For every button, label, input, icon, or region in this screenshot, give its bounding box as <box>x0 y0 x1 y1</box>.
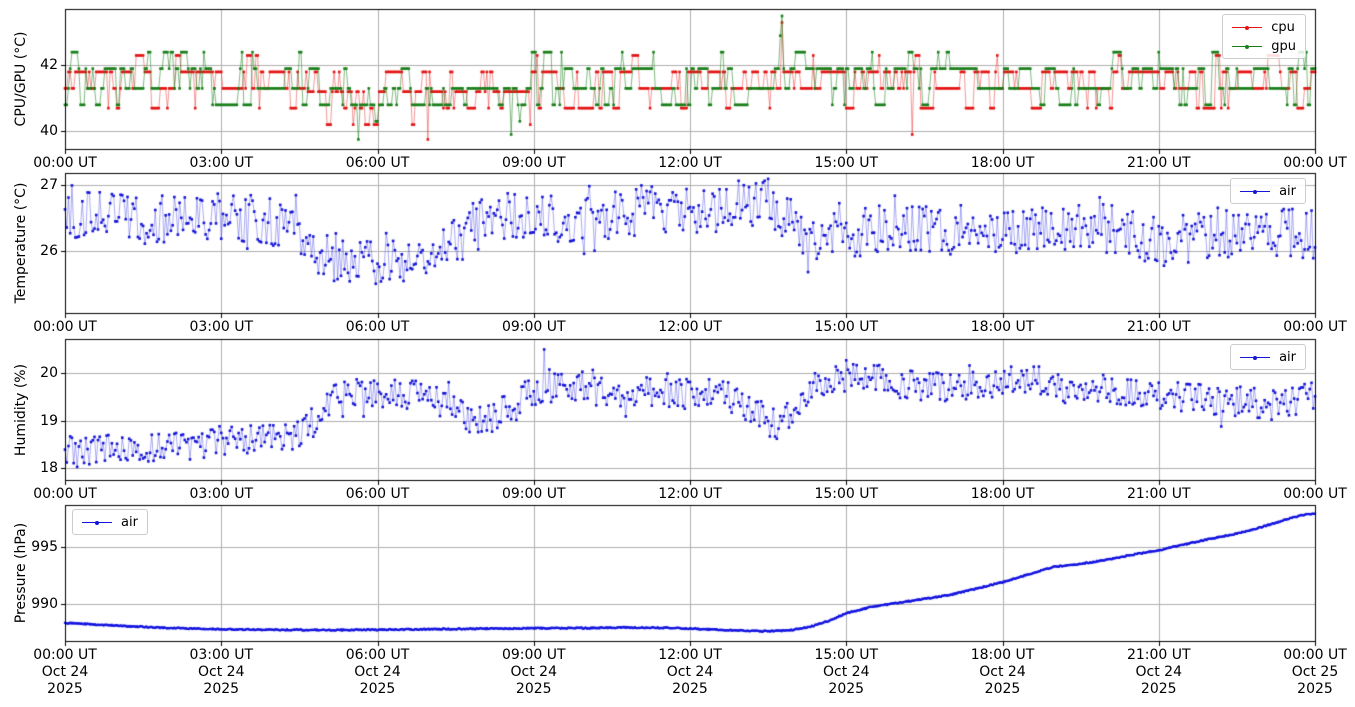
x-tick-year: 2025 <box>203 681 240 697</box>
x-tick-date: Oct 24 <box>823 664 870 680</box>
legend-item-air: air <box>1240 182 1296 200</box>
x-tick-label: 00:00 UT <box>1283 486 1347 502</box>
x-tick-label: 21:00 UT <box>1126 319 1191 335</box>
legend-item-gpu: gpu <box>1232 37 1296 55</box>
x-tick-label: 12:00 UT Oct 24 2025 <box>658 647 722 697</box>
y-tick-label: 990 <box>31 595 58 612</box>
y-tick-label: 18 <box>40 460 58 477</box>
legend-marker-dot <box>1253 189 1258 194</box>
x-tick-date: Oct 25 <box>1291 664 1339 680</box>
legend-label: gpu <box>1271 38 1296 54</box>
x-tick-label: 21:00 UT <box>1126 486 1191 502</box>
y-tick-label: 26 <box>40 242 58 259</box>
legend-label: air <box>1279 183 1296 199</box>
legend-line-sample <box>1232 25 1263 30</box>
x-tick-label: 18:00 UT <box>970 155 1035 171</box>
x-tick-label: 06:00 UT <box>345 319 410 335</box>
legend-item-air: air <box>82 513 138 531</box>
x-tick-label: 15:00 UT <box>814 486 879 502</box>
x-tick-date: Oct 24 <box>354 664 401 680</box>
x-tick-label: 21:00 UT Oct 24 2025 <box>1126 647 1191 697</box>
x-tick-label: 09:00 UT Oct 24 2025 <box>501 647 566 697</box>
x-tick-label: 00:00 UT <box>33 486 97 502</box>
x-tick-label: 09:00 UT <box>501 155 566 171</box>
legend: cpu gpu <box>1222 14 1306 59</box>
x-tick-date: Oct 24 <box>1135 664 1182 680</box>
x-tick-label: 18:00 UT <box>970 319 1035 335</box>
x-tick-date: Oct 24 <box>41 664 89 680</box>
y-tick-label: 995 <box>31 538 58 555</box>
x-tick-label: 12:00 UT <box>658 155 722 171</box>
x-tick-label: 06:00 UT <box>345 155 410 171</box>
y-axis-label-cpu-gpu: CPU/GPU (°C) <box>13 31 29 127</box>
x-tick-date: Oct 24 <box>666 664 714 680</box>
legend-label: air <box>121 514 138 530</box>
legend-line-sample <box>82 520 112 525</box>
x-tick-date: Oct 24 <box>510 664 557 680</box>
x-tick-year: 2025 <box>1297 681 1333 697</box>
x-tick-year: 2025 <box>515 681 552 697</box>
legend-label: cpu <box>1271 19 1295 35</box>
y-tick-label: 20 <box>40 365 58 382</box>
x-tick-year: 2025 <box>359 681 396 697</box>
x-tick-date: Oct 24 <box>979 664 1026 680</box>
x-tick-label: 21:00 UT <box>1126 155 1191 171</box>
y-tick-label: 19 <box>40 412 58 429</box>
x-tick-label: 00:00 UT <box>1283 319 1347 335</box>
legend-label: air <box>1279 349 1296 365</box>
legend-marker-dot <box>1245 44 1250 49</box>
legend-marker-dot <box>1253 355 1258 360</box>
x-tick-label: 00:00 UT <box>33 155 97 171</box>
legend-marker-dot <box>1245 25 1250 30</box>
y-tick-label: 27 <box>40 177 58 194</box>
x-tick-label: 03:00 UT Oct 24 2025 <box>189 647 254 697</box>
x-tick-label: 12:00 UT <box>658 486 722 502</box>
x-tick-label: 15:00 UT <box>814 319 879 335</box>
x-tick-label: 18:00 UT <box>970 486 1035 502</box>
x-tick-label: 00:00 UT Oct 24 2025 <box>33 647 97 697</box>
x-tick-label: 09:00 UT <box>501 319 566 335</box>
x-tick-label: 00:00 UT <box>33 319 97 335</box>
x-tick-label: 15:00 UT <box>814 155 879 171</box>
x-tick-year: 2025 <box>1140 681 1177 697</box>
legend-item-cpu: cpu <box>1232 18 1296 36</box>
x-tick-label: 03:00 UT <box>189 155 254 171</box>
x-tick-label: 09:00 UT <box>501 486 566 502</box>
x-tick-label: 06:00 UT <box>345 486 410 502</box>
x-tick-label: 12:00 UT <box>658 319 722 335</box>
legend-line-sample <box>1232 44 1263 49</box>
x-tick-label: 18:00 UT Oct 24 2025 <box>970 647 1035 697</box>
legend: air <box>1230 344 1306 370</box>
x-tick-year: 2025 <box>672 681 708 697</box>
x-tick-label: 00:00 UT <box>1283 155 1347 171</box>
x-tick-label: 06:00 UT Oct 24 2025 <box>345 647 410 697</box>
x-tick-year: 2025 <box>984 681 1021 697</box>
x-tick-label: 15:00 UT Oct 24 2025 <box>814 647 879 697</box>
y-tick-label: 40 <box>40 123 58 140</box>
x-tick-label: 03:00 UT <box>189 486 254 502</box>
y-tick-label: 42 <box>40 57 58 74</box>
x-tick-label: 00:00 UT Oct 25 2025 <box>1283 647 1347 697</box>
x-tick-year: 2025 <box>828 681 865 697</box>
legend-line-sample <box>1240 189 1271 194</box>
legend-item-air: air <box>1240 348 1296 366</box>
x-tick-date: Oct 24 <box>198 664 245 680</box>
legend: air <box>72 509 148 535</box>
legend-line-sample <box>1240 355 1271 360</box>
legend: air <box>1230 178 1306 204</box>
x-tick-label: 03:00 UT <box>189 319 254 335</box>
x-tick-year: 2025 <box>47 681 83 697</box>
legend-marker-dot <box>95 520 99 525</box>
